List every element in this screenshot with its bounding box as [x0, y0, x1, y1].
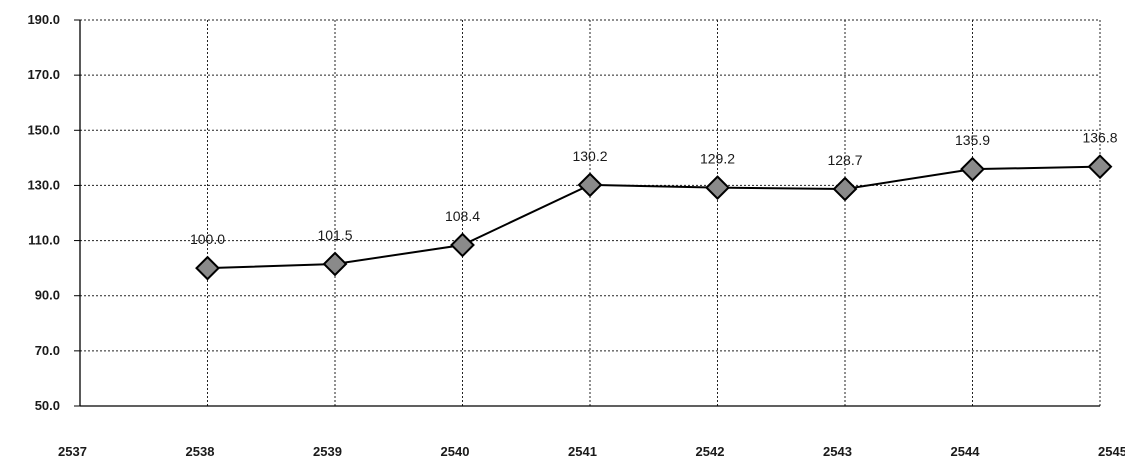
x-tick-label: 2545 [1098, 444, 1125, 459]
data-labels: 100.0 101.5 108.4 130.2 129.2 128.7 135.9 136.8 [190, 130, 1118, 247]
x-tick-label: 2543 [823, 444, 852, 459]
data-label: 101.5 [317, 227, 352, 243]
x-tick-label: 2537 [58, 444, 87, 459]
data-point-marker [450, 232, 475, 258]
x-tick-label: 2538 [186, 444, 215, 459]
y-tick-label: 190.0 [27, 12, 60, 27]
x-tick-label: 2544 [951, 444, 981, 459]
data-label: 128.7 [827, 152, 862, 168]
y-tick-label: 90.0 [35, 288, 60, 303]
axes [74, 19, 1100, 407]
data-point-marker [1087, 154, 1113, 180]
y-tick-label: 110.0 [28, 233, 60, 248]
grid-lines [80, 19, 1101, 406]
x-tick-label: 2541 [568, 444, 597, 459]
data-label: 136.8 [1082, 130, 1117, 146]
data-label: 108.4 [445, 208, 480, 224]
data-label: 130.2 [572, 148, 607, 164]
y-tick-label: 50.0 [35, 398, 60, 413]
y-axis-ticks: 190.0 170.0 150.0 130.0 110.0 90.0 70.0 50.0 [27, 12, 60, 413]
y-tick-label: 70.0 [35, 343, 60, 358]
data-point-marker [960, 156, 985, 182]
x-tick-label: 2539 [313, 444, 342, 459]
data-label: 135.9 [955, 132, 990, 148]
x-tick-label: 2540 [441, 444, 470, 459]
data-point-marker [832, 176, 858, 202]
y-tick-label: 150.0 [27, 122, 60, 137]
y-tick-label: 130.0 [27, 177, 60, 192]
data-point-marker [705, 175, 730, 201]
data-label: 129.2 [700, 151, 735, 167]
data-point-marker [577, 172, 603, 198]
x-axis-ticks: 2537 2538 2539 2540 2541 2542 2543 2544 2545 [58, 444, 1125, 459]
series-plot [195, 154, 1113, 281]
data-point-marker [195, 255, 220, 281]
series-line [207, 165, 1101, 270]
x-tick-label: 2542 [696, 444, 725, 459]
data-point-marker [322, 251, 348, 277]
data-label: 100.0 [190, 231, 225, 247]
y-tick-label: 170.0 [27, 67, 60, 82]
